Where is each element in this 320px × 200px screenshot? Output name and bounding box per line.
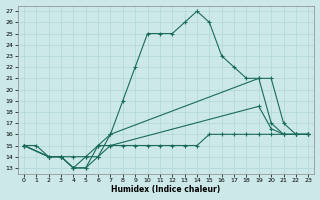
X-axis label: Humidex (Indice chaleur): Humidex (Indice chaleur): [111, 185, 221, 194]
